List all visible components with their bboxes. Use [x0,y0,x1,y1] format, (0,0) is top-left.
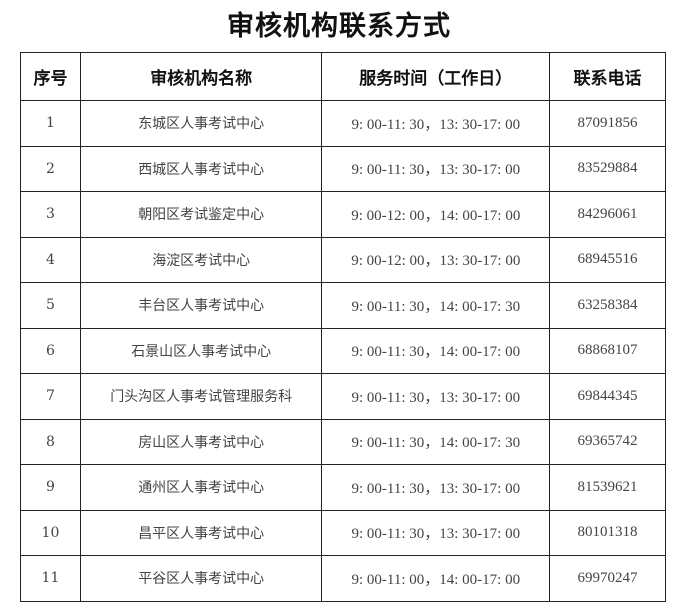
cell-phone: 68945516 [549,236,666,283]
cell-no: 10 [20,509,81,556]
cell-no: 4 [20,236,81,283]
cell-phone: 63258384 [549,282,666,329]
table-row: 2 西城区人事考试中心 9: 00-11: 30，13: 30-17: 00 8352… [20,145,666,192]
table-row: 5 丰台区人事考试中心 9: 00-11: 30，14: 00-17: 30 6325… [20,282,666,329]
cell-no: 8 [20,418,81,465]
cell-time: 9: 00-11: 30，14: 00-17: 30 [321,418,551,465]
cell-name: 石景山区人事考试中心 [79,327,323,374]
cell-no: 1 [20,100,81,147]
cell-phone: 68868107 [549,327,666,374]
table-row: 7 门头沟区人事考试管理服务科 9: 00-11: 30，13: 30-17: 00… [20,373,666,420]
table-row: 6 石景山区人事考试中心 9: 00-11: 30，14: 00-17: 00 688… [20,327,666,374]
header-time: 服务时间（工作日） [321,52,551,101]
cell-name: 东城区人事考试中心 [79,100,323,147]
cell-phone: 69844345 [549,373,666,420]
table-row: 4 海淀区考试中心 9: 00-12: 00，13: 30-17: 00 689455… [20,236,666,283]
cell-time: 9: 00-12: 00，14: 00-17: 00 [321,191,551,238]
cell-time: 9: 00-11: 30，14: 00-17: 30 [321,282,551,329]
cell-name: 海淀区考试中心 [79,236,323,283]
table-row: 3 朝阳区考试鉴定中心 9: 00-12: 00，14: 00-17: 00 8429… [20,191,666,238]
cell-no: 6 [20,327,81,374]
cell-name: 朝阳区考试鉴定中心 [79,191,323,238]
cell-phone: 80101318 [549,509,666,556]
table-row: 9 通州区人事考试中心 9: 00-11: 30，13: 30-17: 00 8153… [20,464,666,511]
cell-time: 9: 00-11: 30，13: 30-17: 00 [321,509,551,556]
header-phone: 联系电话 [549,52,666,101]
cell-name: 房山区人事考试中心 [79,418,323,465]
cell-name: 通州区人事考试中心 [79,464,323,511]
table-row: 11 平谷区人事考试中心 9: 00-11: 00，14: 00-17: 00 699… [20,555,666,602]
cell-name: 门头沟区人事考试管理服务科 [79,373,323,420]
cell-phone: 69970247 [549,555,666,602]
table-row: 8 房山区人事考试中心 9: 00-11: 30，14: 00-17: 30 6936… [20,418,666,465]
cell-time: 9: 00-12: 00，13: 30-17: 00 [321,236,551,283]
cell-no: 11 [20,555,81,602]
cell-name: 平谷区人事考试中心 [79,555,323,602]
table-row: 1 东城区人事考试中心 9: 00-11: 30，13: 30-17: 00 8709… [20,100,666,147]
contact-table: 序号 审核机构名称 服务时间（工作日） 联系电话 1 东城区人事考试中心 9: 00… [20,52,666,602]
cell-no: 9 [20,464,81,511]
cell-time: 9: 00-11: 00，14: 00-17: 00 [321,555,551,602]
cell-name: 西城区人事考试中心 [79,145,323,192]
cell-name: 昌平区人事考试中心 [79,509,323,556]
cell-time: 9: 00-11: 30，13: 30-17: 00 [321,373,551,420]
cell-time: 9: 00-11: 30，13: 30-17: 00 [321,145,551,192]
cell-time: 9: 00-11: 30，13: 30-17: 00 [321,464,551,511]
cell-time: 9: 00-11: 30，14: 00-17: 00 [321,327,551,374]
cell-phone: 87091856 [549,100,666,147]
header-name: 审核机构名称 [79,52,323,101]
page-title: 审核机构联系方式 [227,11,451,42]
header-no: 序号 [20,52,81,101]
table-row: 10 昌平区人事考试中心 9: 00-11: 30，13: 30-17: 00 801… [20,509,666,556]
cell-phone: 84296061 [549,191,666,238]
cell-phone: 83529884 [549,145,666,192]
cell-no: 2 [20,145,81,192]
cell-name: 丰台区人事考试中心 [79,282,323,329]
cell-no: 3 [20,191,81,238]
cell-time: 9: 00-11: 30，13: 30-17: 00 [321,100,551,147]
cell-no: 7 [20,373,81,420]
table-header-row: 序号 审核机构名称 服务时间（工作日） 联系电话 [20,52,666,101]
cell-phone: 69365742 [549,418,666,465]
cell-no: 5 [20,282,81,329]
cell-phone: 81539621 [549,464,666,511]
